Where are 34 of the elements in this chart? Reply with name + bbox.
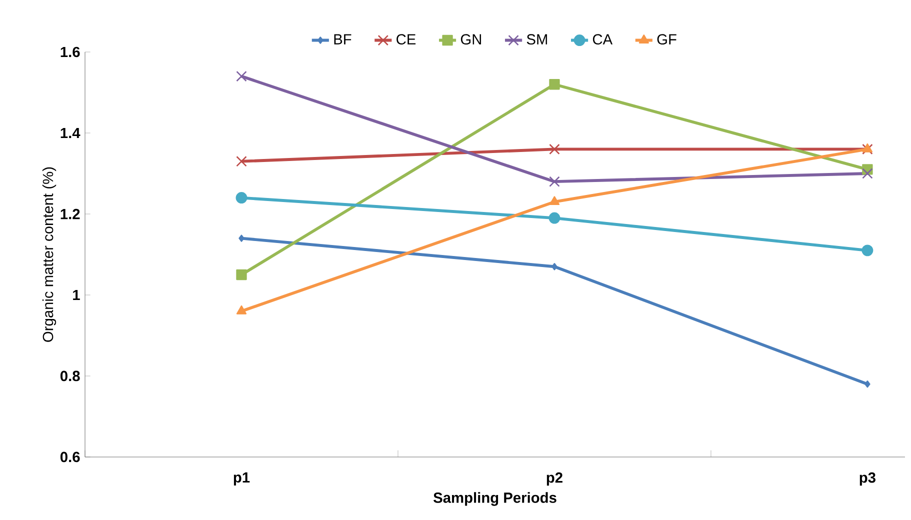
x-tick-label: p1	[234, 472, 250, 486]
point	[236, 192, 248, 204]
legend-label: GF	[657, 34, 676, 45]
legend-label: CE	[396, 34, 416, 45]
legend-label: GN	[460, 34, 481, 45]
point	[236, 305, 247, 314]
point	[549, 176, 560, 187]
y-tick-label: 0.6	[60, 452, 80, 462]
point	[549, 196, 560, 206]
point	[236, 70, 247, 82]
legend-label: BF	[334, 34, 352, 44]
legend-label: CA	[592, 34, 613, 45]
point	[864, 380, 870, 388]
point	[238, 234, 244, 242]
legend-label: SM	[526, 34, 547, 45]
point	[236, 269, 247, 280]
y-tick-label: 1.4	[60, 128, 80, 138]
point	[548, 212, 560, 224]
point	[862, 244, 874, 256]
y-tick-label: 1	[73, 290, 80, 300]
y-tick-label: 1.2	[60, 208, 80, 220]
y-axis-title: Organic matter content (%)	[42, 167, 56, 342]
point	[862, 143, 873, 152]
point	[549, 144, 560, 155]
x-axis-title: Sampling Periods	[433, 492, 556, 506]
x-tick-label: p2	[546, 472, 562, 486]
point	[862, 144, 873, 155]
point	[236, 156, 247, 167]
point	[549, 79, 560, 90]
point	[862, 168, 873, 179]
x-tick-label: p3	[860, 472, 876, 486]
y-tick-label: 0.8	[60, 370, 80, 382]
point	[552, 263, 558, 270]
y-tick-label: 1.6	[60, 46, 80, 58]
